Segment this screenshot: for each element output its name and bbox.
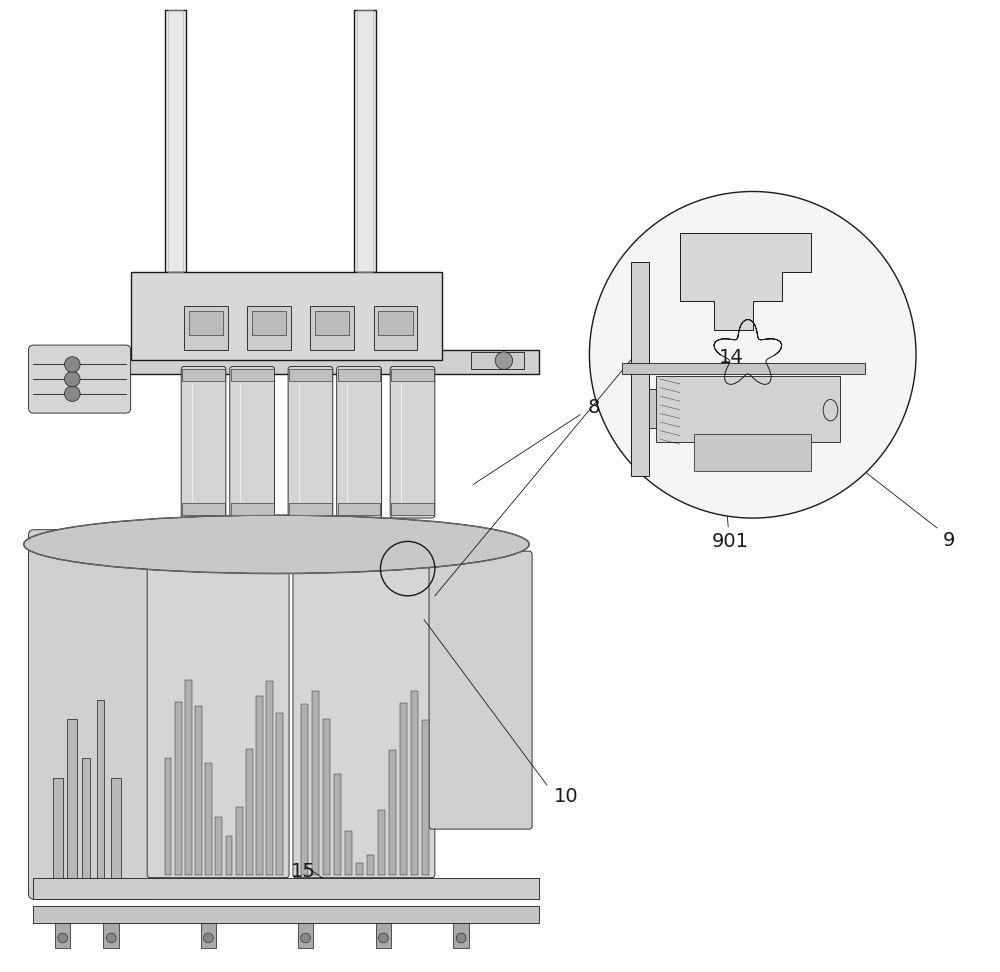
Bar — [334, 774, 341, 875]
Bar — [215, 817, 222, 875]
Bar — [391, 369, 434, 381]
Bar — [376, 923, 391, 948]
Bar — [338, 369, 380, 381]
Bar — [649, 389, 673, 428]
Bar — [33, 878, 539, 899]
Bar — [694, 434, 811, 471]
Bar — [622, 363, 864, 374]
Bar — [182, 369, 225, 381]
Circle shape — [58, 933, 67, 943]
FancyBboxPatch shape — [29, 345, 131, 413]
Bar — [226, 836, 232, 875]
Bar — [246, 749, 253, 875]
Bar — [201, 923, 216, 948]
Ellipse shape — [24, 515, 529, 573]
Bar — [378, 811, 385, 875]
Bar — [185, 680, 192, 875]
Bar — [165, 758, 171, 875]
FancyBboxPatch shape — [293, 541, 435, 878]
FancyBboxPatch shape — [337, 366, 381, 518]
Text: 9: 9 — [942, 532, 955, 550]
Circle shape — [495, 352, 513, 369]
Bar — [111, 778, 121, 894]
Bar — [289, 369, 332, 381]
Bar — [400, 703, 407, 875]
Bar — [367, 855, 374, 875]
Bar — [82, 758, 90, 894]
Bar — [53, 778, 63, 894]
Bar — [195, 706, 202, 875]
Bar — [205, 763, 212, 875]
Bar — [276, 712, 283, 875]
FancyBboxPatch shape — [230, 366, 274, 518]
Bar — [236, 808, 243, 875]
Bar — [266, 681, 273, 875]
Bar — [298, 923, 313, 948]
Bar — [323, 718, 330, 875]
Text: 10: 10 — [553, 787, 578, 806]
FancyBboxPatch shape — [429, 551, 532, 829]
Bar — [656, 376, 840, 442]
FancyBboxPatch shape — [147, 541, 289, 878]
Bar — [67, 719, 77, 894]
Bar — [256, 697, 263, 875]
Bar — [312, 691, 319, 875]
Bar — [453, 923, 469, 948]
Circle shape — [204, 933, 213, 943]
Circle shape — [65, 357, 80, 372]
FancyBboxPatch shape — [288, 366, 333, 518]
Bar — [131, 272, 442, 360]
Bar — [315, 311, 349, 335]
Bar — [168, 10, 183, 272]
Bar — [356, 863, 363, 875]
Polygon shape — [680, 233, 811, 330]
Bar — [374, 306, 417, 350]
Bar — [411, 691, 418, 875]
Circle shape — [301, 933, 310, 943]
Bar — [247, 306, 291, 350]
Bar — [471, 352, 524, 369]
Text: 14: 14 — [719, 348, 743, 366]
Circle shape — [378, 933, 388, 943]
FancyBboxPatch shape — [33, 350, 539, 374]
Bar — [231, 369, 274, 381]
Bar — [631, 262, 649, 476]
FancyBboxPatch shape — [29, 530, 155, 899]
Bar — [252, 311, 286, 335]
Circle shape — [65, 386, 80, 401]
Bar — [175, 703, 182, 875]
Bar — [345, 831, 352, 875]
Bar — [33, 906, 539, 923]
Bar — [231, 503, 274, 515]
Circle shape — [456, 933, 466, 943]
Bar — [182, 503, 225, 515]
Text: 15: 15 — [291, 862, 316, 881]
Bar — [422, 719, 429, 875]
Bar — [97, 700, 104, 894]
Bar — [165, 10, 186, 272]
Bar — [338, 503, 380, 515]
Bar — [55, 923, 70, 948]
Circle shape — [65, 371, 80, 387]
Bar — [184, 306, 228, 350]
Circle shape — [106, 933, 116, 943]
Bar — [301, 704, 308, 875]
Text: 901: 901 — [712, 533, 749, 551]
Bar — [310, 306, 354, 350]
Bar — [357, 10, 373, 272]
Bar — [189, 311, 223, 335]
FancyBboxPatch shape — [181, 366, 226, 518]
Bar — [391, 503, 434, 515]
Bar — [389, 750, 396, 875]
Bar — [103, 923, 119, 948]
FancyBboxPatch shape — [390, 366, 435, 518]
Bar — [378, 311, 413, 335]
Text: 8: 8 — [587, 399, 600, 417]
Circle shape — [589, 191, 916, 518]
Bar — [289, 503, 332, 515]
Bar — [354, 10, 376, 272]
